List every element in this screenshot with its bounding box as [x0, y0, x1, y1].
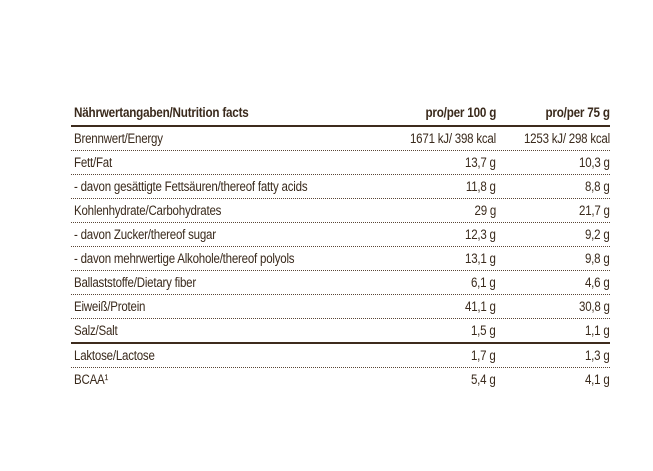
row-value-per-75g: 8,8 g — [585, 179, 610, 194]
row-value-per-100g: 11,8 g — [466, 179, 496, 194]
row-value-per-75g: 1253 kJ/ 298 kcal — [524, 131, 610, 146]
row-value-per-75g: 1,1 g — [585, 323, 610, 338]
table-row-lactose: Laktose/Lactose 1,7 g 1,3 g — [71, 344, 610, 368]
row-label: Ballaststoffe/Dietary fiber — [74, 275, 196, 290]
row-value-per-100g: 5,4 g — [471, 372, 496, 387]
table-row-sugar: - davon Zucker/thereof sugar 12,3 g 9,2 … — [71, 223, 610, 247]
row-value-per-75g: 9,2 g — [585, 227, 610, 242]
row-label: Fett/Fat — [74, 155, 112, 170]
table-row-carbohydrates: Kohlenhydrate/Carbohydrates 29 g 21,7 g — [71, 199, 610, 223]
table-row-salt: Salz/Salt 1,5 g 1,1 g — [71, 319, 610, 344]
header-label: Nährwertangaben/Nutrition facts — [74, 105, 249, 120]
row-value-per-100g: 1,7 g — [471, 348, 496, 363]
row-value-per-75g: 30,8 g — [579, 299, 610, 314]
table-row-dietary-fiber: Ballaststoffe/Dietary fiber 6,1 g 4,6 g — [71, 271, 610, 295]
row-label: - davon gesättigte Fettsäuren/thereof fa… — [74, 179, 308, 194]
table-row-saturated-fat: - davon gesättigte Fettsäuren/thereof fa… — [71, 175, 610, 199]
table-row-energy: Brennwert/Energy 1671 kJ/ 398 kcal 1253 … — [71, 127, 610, 151]
table-row-protein: Eiweiß/Protein 41,1 g 30,8 g — [71, 295, 610, 319]
table-row-bcaa: BCAA¹ 5,4 g 4,1 g — [71, 368, 610, 392]
row-value-per-100g: 1,5 g — [471, 323, 496, 338]
table-header-row: Nährwertangaben/Nutrition facts pro/per … — [71, 101, 610, 127]
row-label: Eiweiß/Protein — [74, 299, 146, 314]
row-label: BCAA¹ — [74, 372, 109, 387]
table-row-fat: Fett/Fat 13,7 g 10,3 g — [71, 151, 610, 175]
row-label: Salz/Salt — [74, 323, 118, 338]
row-value-per-75g: 1,3 g — [585, 348, 610, 363]
table-row-polyols: - davon mehrwertige Alkohole/thereof pol… — [71, 247, 610, 271]
row-label: Brennwert/Energy — [74, 131, 163, 146]
row-value-per-100g: 1671 kJ/ 398 kcal — [410, 131, 496, 146]
row-label: Laktose/Lactose — [74, 348, 155, 363]
row-label: - davon mehrwertige Alkohole/thereof pol… — [74, 251, 295, 266]
row-value-per-75g: 4,6 g — [585, 275, 610, 290]
row-value-per-100g: 13,1 g — [465, 251, 496, 266]
row-value-per-75g: 4,1 g — [585, 372, 610, 387]
row-value-per-75g: 21,7 g — [579, 203, 610, 218]
row-value-per-100g: 13,7 g — [465, 155, 496, 170]
row-value-per-75g: 10,3 g — [579, 155, 610, 170]
row-value-per-100g: 41,1 g — [465, 299, 496, 314]
row-value-per-75g: 9,8 g — [585, 251, 610, 266]
row-value-per-100g: 6,1 g — [471, 275, 496, 290]
header-per-75g: pro/per 75 g — [545, 105, 611, 120]
header-per-100g: pro/per 100 g — [425, 105, 496, 120]
row-value-per-100g: 29 g — [474, 203, 496, 218]
row-label: - davon Zucker/thereof sugar — [74, 227, 216, 242]
row-label: Kohlenhydrate/Carbohydrates — [74, 203, 222, 218]
nutrition-facts-table: Nährwertangaben/Nutrition facts pro/per … — [71, 101, 610, 392]
row-value-per-100g: 12,3 g — [465, 227, 496, 242]
